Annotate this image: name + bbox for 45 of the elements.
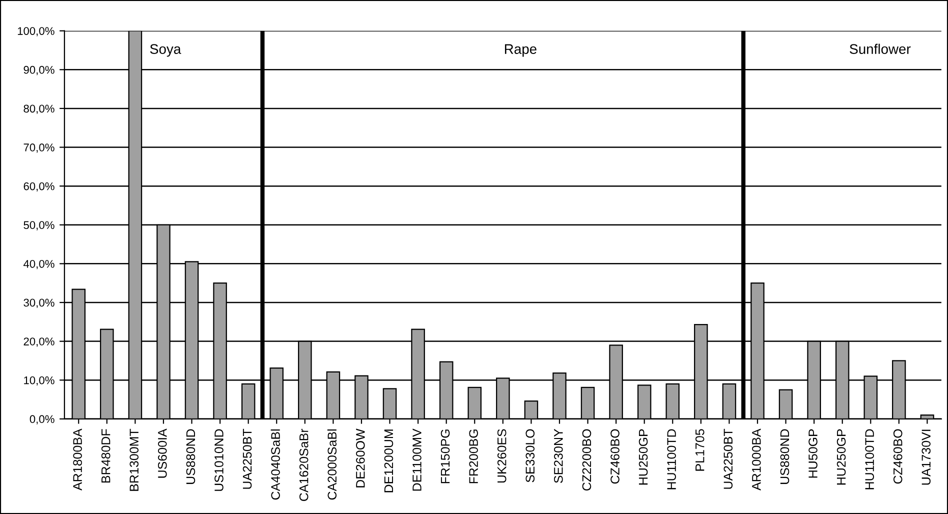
y-tick-label: 30,0% [24, 298, 54, 308]
y-tick-label: 60,0% [24, 182, 54, 192]
y-tick-label: 80,0% [24, 104, 54, 114]
x-tick-label: CA2000SaBl [327, 429, 337, 500]
x-tick-label: UA1730VI [922, 430, 931, 485]
annotation: Soya [150, 44, 182, 57]
x-tick-label: HU1100TD [667, 429, 676, 490]
x-tick-label: CZ2200BO [582, 429, 592, 491]
x-tick-label: CZ460BO [610, 429, 620, 484]
x-tick-label: FR150PG [440, 430, 450, 484]
y-tick-label: 70,0% [24, 144, 54, 153]
x-tick-label: PL1705 [695, 429, 704, 471]
x-tick-label: US880ND [780, 429, 790, 484]
x-tick-label: SE230NY [554, 428, 563, 483]
x-tick-label: UA2250BT [724, 428, 733, 489]
y-tick-label: 100,0% [18, 27, 54, 36]
x-tick-label: US1010ND [214, 429, 224, 491]
x-tick-label: US600IA [158, 428, 167, 478]
x-tick-label: DE1100MV [412, 428, 422, 491]
x-tick-label: AR1000BA [752, 428, 761, 490]
x-tick-label: DE260OW [356, 428, 365, 488]
annotation: Rape [504, 44, 536, 57]
annotation: Sunflower [850, 44, 911, 54]
y-tick-label: 40,0% [23, 260, 54, 270]
x-tick-label: US880ND [186, 429, 196, 484]
y-tick-label: 10,0% [24, 376, 54, 386]
x-tick-label: BR1300MT [130, 428, 139, 491]
x-tick-label: CA4040SaBl [270, 429, 280, 500]
x-tick-label: HU1100TD [865, 429, 874, 490]
y-tick-label: 20,0% [24, 338, 54, 347]
x-tick-label: CA1620SaBr [299, 428, 308, 501]
x-tick-label: FR200BG [469, 430, 478, 484]
x-tick-label: HU50GP [808, 429, 818, 478]
x-tick-label: DE1200UM [384, 430, 394, 492]
y-tick-label: 50,0% [24, 221, 54, 230]
x-tick-label: UK260ES [497, 429, 506, 483]
y-tick-label: 0,0% [30, 415, 54, 424]
x-tick-label: BR480DF [101, 429, 110, 482]
x-tick-label: UA2250BT [242, 428, 252, 489]
x-tick-label: SE330LO [526, 429, 535, 482]
x-tick-label: AR1800BA [73, 428, 82, 490]
x-tick-label: HU250GP [638, 429, 648, 485]
y-tick-label: 90,0% [24, 66, 54, 76]
x-tick-label: CZ460BO [893, 429, 902, 484]
x-tick-label: HU250GP [836, 429, 846, 485]
